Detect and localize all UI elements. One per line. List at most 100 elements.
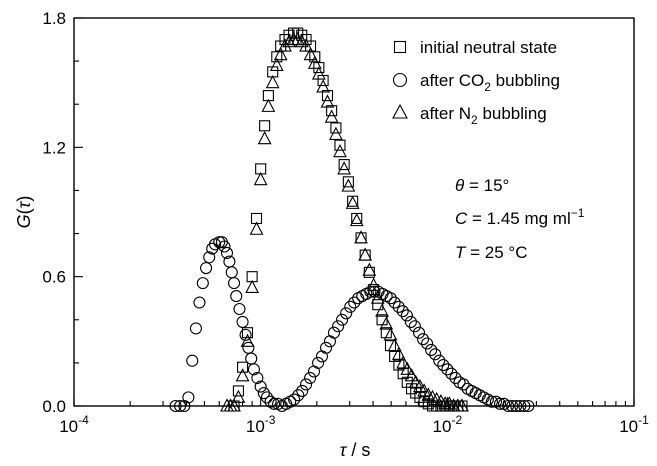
square-point bbox=[237, 361, 249, 373]
annotation-concentration: C = 1.45 mg ml−1 bbox=[455, 206, 585, 228]
circle-point bbox=[264, 395, 277, 408]
circle-point bbox=[429, 348, 442, 361]
triangle-point bbox=[324, 109, 339, 123]
annotations: θ = 15° C = 1.45 mg ml−1 T = 25 °C bbox=[455, 176, 585, 262]
circle-point bbox=[425, 343, 438, 357]
square-point bbox=[330, 122, 342, 134]
legend-label-co2-sub: 2 bbox=[484, 80, 491, 94]
circle-point bbox=[404, 315, 417, 328]
triangle-point bbox=[387, 337, 402, 352]
annotation-temperature: T = 25 °C bbox=[455, 243, 527, 262]
circle-point bbox=[445, 367, 458, 380]
triangle-point bbox=[303, 46, 318, 61]
y-tick-label: 0.0 bbox=[42, 397, 66, 416]
circle-point bbox=[203, 251, 216, 264]
square-point bbox=[393, 359, 405, 371]
circle-point bbox=[247, 363, 260, 376]
y-axis-label-var: τ bbox=[14, 200, 34, 208]
y-tick-label: 0.6 bbox=[42, 268, 66, 287]
square-point bbox=[397, 368, 409, 380]
legend-label-n2: after N2 bubbling bbox=[420, 104, 547, 127]
triangle-point bbox=[253, 171, 268, 186]
legend-label-n2-post: bubbling bbox=[478, 104, 547, 123]
x-tick-label: 10-2 bbox=[433, 413, 463, 436]
annotation-concentration-rest: = 1.45 mg ml bbox=[467, 209, 570, 228]
y-axis-label: G(τ) bbox=[14, 196, 34, 229]
x-tick-label-base: 10 bbox=[59, 417, 78, 436]
annotation-concentration-sup: −1 bbox=[571, 206, 585, 220]
plot-frame bbox=[73, 17, 635, 407]
circle-point bbox=[327, 326, 341, 339]
circle-point bbox=[344, 300, 357, 313]
square-point bbox=[275, 40, 287, 52]
triangle-point bbox=[235, 368, 250, 382]
circle-point bbox=[236, 315, 249, 328]
circle-point bbox=[315, 350, 329, 363]
triangle-point bbox=[282, 34, 297, 48]
triangle-point bbox=[311, 66, 326, 80]
triangle-point bbox=[345, 195, 360, 209]
triangle-point bbox=[320, 94, 335, 108]
circle-point bbox=[288, 393, 301, 406]
circle-point bbox=[257, 387, 270, 400]
triangle-point bbox=[299, 38, 313, 52]
triangle-point bbox=[429, 391, 444, 406]
triangle-point bbox=[240, 333, 255, 347]
y-tick-label: 1.8 bbox=[42, 9, 66, 28]
x-tick-label: 10-3 bbox=[246, 413, 276, 436]
circle-point bbox=[233, 302, 246, 316]
x-tick-label-base: 10 bbox=[433, 417, 452, 436]
circle-point bbox=[396, 305, 409, 318]
circle-point bbox=[254, 380, 267, 393]
y-axis-label-paren-close: ) bbox=[14, 196, 34, 202]
triangle-point bbox=[269, 57, 284, 71]
annotation-temperature-var: T bbox=[455, 243, 467, 262]
square-point bbox=[380, 327, 392, 339]
annotation-temperature-rest: = 25 °C bbox=[465, 243, 527, 262]
triangle-point bbox=[391, 346, 406, 360]
triangle-point bbox=[227, 398, 241, 412]
annotation-angle-rest: = 15° bbox=[464, 176, 509, 195]
circle-point bbox=[196, 277, 209, 290]
legend-label-co2: after CO2 bubbling bbox=[420, 71, 560, 94]
y-axis-label-main: G bbox=[14, 214, 34, 228]
triangle-point bbox=[307, 55, 322, 69]
circle-point bbox=[245, 352, 258, 365]
x-tick-label-exponent: -4 bbox=[78, 413, 89, 427]
circle-point bbox=[200, 261, 213, 275]
circle-point bbox=[416, 333, 430, 346]
x-tick-label: 10-1 bbox=[619, 413, 649, 436]
circle-point bbox=[340, 307, 353, 320]
triangle-point bbox=[249, 221, 264, 235]
circle-point bbox=[437, 358, 450, 372]
circle-point bbox=[304, 371, 317, 385]
square-point bbox=[338, 159, 350, 171]
triangle-point bbox=[257, 131, 272, 145]
circle-point bbox=[296, 384, 309, 397]
square-point bbox=[326, 105, 338, 117]
annotation-angle-var: θ bbox=[455, 176, 465, 195]
triangle-point bbox=[261, 98, 276, 112]
triangle-point bbox=[442, 396, 457, 410]
legend-marker-square bbox=[393, 40, 407, 54]
square-point bbox=[292, 27, 304, 39]
square-point bbox=[309, 51, 321, 63]
legend: initial neutral state after CO2 bubbling… bbox=[392, 38, 560, 127]
legend-label-n2-pre: after N bbox=[420, 104, 471, 123]
y-axis: 0.0 0.6 1.2 1.8 bbox=[42, 9, 83, 416]
triangle-point bbox=[413, 378, 427, 393]
circle-point bbox=[441, 363, 454, 376]
circle-point bbox=[225, 266, 238, 279]
triangle-point bbox=[404, 368, 419, 382]
triangle-point bbox=[379, 316, 394, 330]
series-layer bbox=[169, 27, 535, 413]
legend-marker-triangle bbox=[392, 103, 408, 119]
square-point bbox=[259, 120, 271, 132]
circle-point bbox=[332, 320, 345, 333]
circle-point bbox=[392, 300, 405, 313]
circle-point bbox=[189, 322, 202, 335]
legend-marker-circle bbox=[392, 72, 408, 88]
triangle-point bbox=[354, 230, 368, 244]
triangle-point bbox=[362, 262, 377, 276]
